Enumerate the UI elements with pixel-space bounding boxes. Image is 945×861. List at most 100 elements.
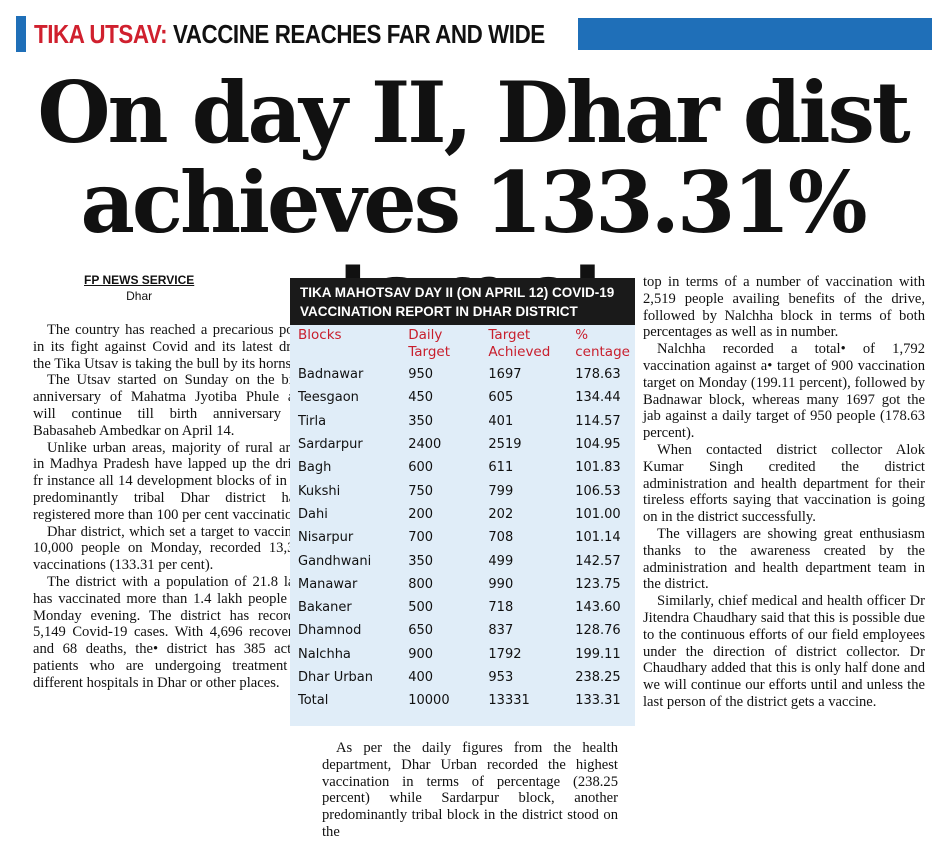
cell-daily-target: 350	[408, 553, 434, 569]
cell-daily-target: 900	[408, 646, 434, 662]
cell-target-achieved: 1697	[488, 367, 522, 383]
section-kicker: TIKA UTSAV: VACCINE REACHES FAR AND WIDE	[34, 12, 545, 56]
cell-daily-target: 700	[408, 530, 434, 546]
article-column-2: As per the daily figures from the health…	[322, 740, 618, 841]
cell-daily-target: 750	[408, 483, 434, 499]
table-row: Dahi 200 202 101.00	[298, 503, 635, 526]
cell-percentage: 101.14	[575, 530, 621, 546]
cell-target-achieved: 708	[488, 530, 514, 546]
cell-target-achieved: 1792	[488, 646, 522, 662]
cell-block: Dhar Urban	[298, 670, 374, 685]
table-row: Manawar 800 990 123.75	[298, 573, 635, 596]
table-title: TIKA MAHOTSAV DAY II (ON APRIL 12) COVID…	[290, 278, 635, 325]
table-row: Sardarpur 2400 2519 104.95	[298, 433, 635, 456]
cell-target-achieved: 2519	[488, 437, 522, 453]
article-column-3: top in terms of a number of vaccination …	[643, 274, 925, 711]
cell-percentage: 128.76	[575, 623, 621, 639]
cell-percentage: 143.60	[575, 600, 621, 616]
cell-daily-target: 650	[408, 623, 434, 639]
article-column-1: The country has reached a precarious poi…	[33, 322, 309, 692]
cell-block: Sardarpur	[298, 437, 363, 453]
cell-daily-target: 200	[408, 506, 434, 522]
dateline-place: Dhar	[126, 289, 153, 303]
cell-target-achieved: 611	[488, 460, 514, 476]
table-row: Bagh 600 611 101.83	[298, 456, 635, 479]
cell-percentage: 238.25	[575, 670, 621, 685]
news-service: FP NEWS SERVICE	[84, 273, 195, 287]
data-table: Blocks Daily Target Target Achieved % centa…	[298, 325, 635, 712]
kicker-red: TIKA UTSAV:	[34, 19, 168, 49]
table-row: Teesgaon 450 605 134.44	[298, 386, 635, 409]
cell-target-achieved: 202	[488, 506, 514, 522]
table-row: Nalchha 900 1792 199.11	[298, 643, 635, 666]
vaccination-report-table: TIKA MAHOTSAV DAY II (ON APRIL 12) COVID…	[290, 278, 635, 726]
cell-percentage: 133.31	[575, 693, 621, 709]
cell-daily-target: 600	[408, 460, 434, 476]
cell-target-achieved: 605	[488, 390, 514, 406]
table-row: Kukshi 750 799 106.53	[298, 479, 635, 502]
table-row: Dhamnod 650 837 128.76	[298, 619, 635, 642]
section-banner: TIKA UTSAV: VACCINE REACHES FAR AND WIDE	[16, 12, 932, 56]
byline: FP NEWS SERVICE Dhar	[84, 272, 194, 304]
paragraph: Similarly, chief medical and health offi…	[643, 593, 925, 710]
cell-block: Manawar	[298, 576, 358, 592]
cell-block: Total	[298, 693, 329, 709]
cell-percentage: 178.63	[575, 367, 621, 383]
cell-block: Kukshi	[298, 483, 341, 499]
cell-percentage: 101.83	[575, 460, 621, 476]
cell-percentage: 123.75	[575, 576, 621, 592]
cell-daily-target: 400	[408, 670, 434, 685]
cell-daily-target: 10000	[408, 693, 450, 709]
paragraph: top in terms of a number of vaccination …	[643, 274, 925, 341]
cell-target-achieved: 13331	[488, 693, 530, 709]
cell-block: Tirla	[298, 413, 327, 429]
cell-daily-target: 450	[408, 390, 434, 406]
header-target-achieved: Target Achieved	[488, 327, 551, 360]
cell-target-achieved: 837	[488, 623, 514, 639]
paragraph: The district with a population of 21.8 l…	[33, 573, 309, 691]
table-row: Gandhwani 350 499 142.57	[298, 549, 635, 572]
paragraph: The villagers are showing great enthusia…	[643, 525, 925, 593]
paragraph: Unlike urban areas, majority of rural ar…	[33, 439, 309, 523]
cell-target-achieved: 799	[488, 483, 514, 499]
paragraph: The country has reached a precarious poi…	[33, 322, 309, 372]
paragraph: Dhar district, which set a target to vac…	[33, 523, 309, 574]
headline: On day II, Dhar dist achieves 133.31% ta…	[0, 68, 945, 338]
cell-daily-target: 800	[408, 576, 434, 592]
cell-percentage: 104.95	[575, 437, 621, 453]
paragraph: Nalchha recorded a total• of 1,792 vacci…	[643, 341, 925, 442]
cell-target-achieved: 499	[488, 553, 514, 569]
cell-percentage: 106.53	[575, 483, 621, 499]
cell-block: Nalchha	[298, 646, 351, 662]
cell-percentage: 142.57	[575, 553, 621, 569]
cell-block: Gandhwani	[298, 553, 372, 569]
cell-block: Bagh	[298, 460, 332, 476]
kicker-text: VACCINE REACHES FAR AND WIDE	[167, 19, 545, 49]
headline-line-1: On day II, Dhar dist	[37, 63, 910, 162]
cell-daily-target: 2400	[408, 437, 442, 453]
cell-daily-target: 350	[408, 413, 434, 429]
table-header-row: Blocks Daily Target Target Achieved % centa…	[298, 325, 635, 363]
cell-block: Badnawar	[298, 367, 364, 383]
banner-accent-bar	[16, 16, 26, 52]
cell-block: Bakaner	[298, 600, 352, 616]
banner-blue-bar	[578, 18, 932, 50]
cell-target-achieved: 401	[488, 413, 514, 429]
cell-daily-target: 500	[408, 600, 434, 616]
table-title-line-1: TIKA MAHOTSAV DAY II (ON APRIL 12) COVID…	[300, 285, 615, 300]
cell-block: Nisarpur	[298, 530, 354, 546]
cell-block: Dhamnod	[298, 623, 362, 639]
paragraph: The Utsav started on Sunday on the birth…	[33, 372, 309, 439]
cell-percentage: 199.11	[575, 646, 621, 662]
table-row: Bakaner 500 718 143.60	[298, 596, 635, 619]
cell-percentage: 114.57	[575, 413, 621, 429]
cell-daily-target: 950	[408, 367, 434, 383]
table-row: Nisarpur 700 708 101.14	[298, 526, 635, 549]
paragraph: As per the daily figures from the health…	[322, 740, 618, 840]
header-percentage: % centage	[575, 327, 630, 360]
header-daily-target: Daily Target	[408, 327, 450, 360]
table-row: Total 10000 13331 133.31	[298, 689, 635, 712]
cell-block: Dahi	[298, 506, 328, 522]
table-title-line-2: VACCINATION REPORT IN DHAR DISTRICT	[300, 304, 578, 319]
paragraph: When contacted district collector Alok K…	[643, 441, 925, 526]
